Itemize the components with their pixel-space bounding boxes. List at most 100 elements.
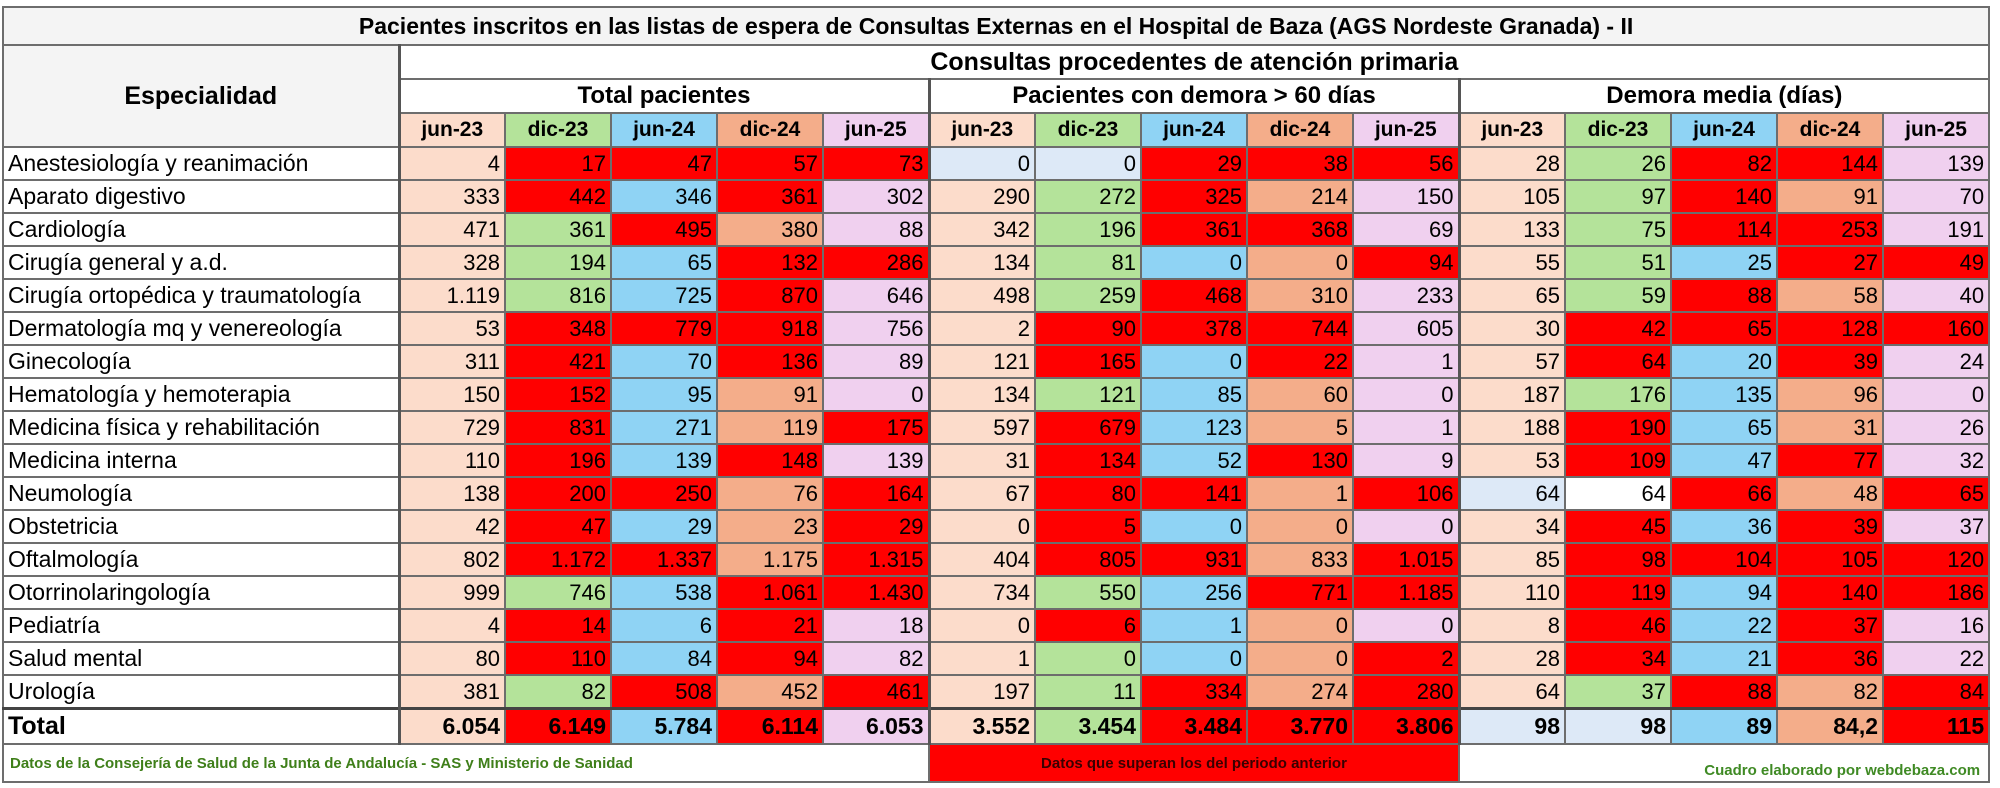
value-cell: 88	[1670, 674, 1778, 710]
value-cell: 22	[1881, 641, 1991, 676]
value-cell: 69	[1352, 212, 1460, 247]
value-cell: 280	[1352, 674, 1460, 710]
value-cell: 45	[1564, 509, 1672, 544]
value-cell: 5	[1034, 509, 1142, 544]
value-cell: 290	[927, 179, 1036, 214]
value-cell: 918	[716, 311, 824, 346]
specialty-name: Salud mental	[2, 641, 400, 676]
value-cell: 110	[504, 641, 612, 676]
value-cell: 94	[1352, 245, 1460, 280]
period-header-dic-23-g2: dic-23	[1034, 112, 1142, 148]
value-cell: 550	[1034, 575, 1142, 610]
value-cell: 744	[1246, 311, 1354, 346]
value-cell: 333	[397, 179, 506, 214]
value-cell: 1.175	[716, 542, 824, 577]
value-cell: 64	[1457, 476, 1566, 511]
table-row: Otorrinolaringología 999 746 538 1.061 1.430 7…	[2, 575, 1991, 610]
value-cell: 42	[397, 509, 506, 544]
value-cell: 1.430	[822, 575, 930, 610]
specialty-header: Especialidad	[2, 44, 400, 148]
value-cell: 53	[1457, 443, 1566, 478]
value-cell: 55	[1457, 245, 1566, 280]
value-cell: 271	[610, 410, 718, 445]
value-cell: 1.315	[822, 542, 930, 577]
value-cell: 119	[716, 410, 824, 445]
value-cell: 378	[1140, 311, 1248, 346]
value-cell: 286	[822, 245, 930, 280]
value-cell: 94	[716, 641, 824, 676]
value-cell: 175	[822, 410, 930, 445]
value-cell: 597	[927, 410, 1036, 445]
value-cell: 91	[716, 377, 824, 412]
value-cell: 381	[397, 674, 506, 710]
value-cell: 29	[822, 509, 930, 544]
value-cell: 346	[610, 179, 718, 214]
value-cell: 150	[397, 377, 506, 412]
value-cell: 1	[1352, 410, 1460, 445]
value-cell: 190	[1564, 410, 1672, 445]
table-row: Anestesiología y reanimación 4 17 47 57 73 0 0 2…	[2, 146, 1991, 181]
value-cell: 2	[927, 311, 1036, 346]
value-cell: 538	[610, 575, 718, 610]
value-cell: 931	[1140, 542, 1248, 577]
value-cell: 51	[1564, 245, 1672, 280]
value-cell: 6	[1034, 608, 1142, 643]
value-cell: 380	[716, 212, 824, 247]
value-cell: 29	[1140, 146, 1248, 181]
value-cell: 495	[610, 212, 718, 247]
value-cell: 135	[1670, 377, 1778, 412]
value-cell: 272	[1034, 179, 1142, 214]
value-cell: 48	[1776, 476, 1884, 511]
period-header-jun-24-g1: jun-24	[610, 112, 718, 148]
period-header-dic-23-g1: dic-23	[504, 112, 612, 148]
value-cell: 0	[927, 509, 1036, 544]
value-cell: 404	[927, 542, 1036, 577]
value-cell: 144	[1776, 146, 1884, 181]
value-cell: 160	[1881, 311, 1991, 346]
value-cell: 57	[716, 146, 824, 181]
value-cell: 302	[822, 179, 930, 214]
specialty-name: Medicina interna	[2, 443, 400, 478]
value-cell: 348	[504, 311, 612, 346]
value-cell: 194	[504, 245, 612, 280]
value-cell: 2	[1352, 641, 1460, 676]
value-cell: 26	[1881, 410, 1991, 445]
value-cell: 121	[927, 344, 1036, 379]
specialty-name: Medicina física y rehabilitación	[2, 410, 400, 445]
value-cell: 746	[504, 575, 612, 610]
value-cell: 274	[1246, 674, 1354, 710]
specialty-name: Aparato digestivo	[2, 179, 400, 214]
value-cell: 67	[927, 476, 1036, 511]
value-cell: 65	[1881, 476, 1991, 511]
period-header-dic-24-g1: dic-24	[716, 112, 824, 148]
value-cell: 140	[1670, 179, 1778, 214]
value-cell: 121	[1034, 377, 1142, 412]
value-cell: 47	[1670, 443, 1778, 478]
value-cell: 132	[716, 245, 824, 280]
value-cell: 0	[1352, 608, 1460, 643]
value-cell: 134	[927, 245, 1036, 280]
table-row: Oftalmología 802 1.172 1.337 1.175 1.315 404 80…	[2, 542, 1991, 577]
value-cell: 109	[1564, 443, 1672, 478]
period-header-jun-23-g1: jun-23	[397, 112, 506, 148]
value-cell: 27	[1776, 245, 1884, 280]
value-cell: 90	[1034, 311, 1142, 346]
specialty-name: Cardiología	[2, 212, 400, 247]
value-cell: 123	[1140, 410, 1248, 445]
value-cell: 64	[1564, 476, 1672, 511]
period-header-jun-25-g3: jun-25	[1881, 112, 1991, 148]
value-cell: 802	[397, 542, 506, 577]
value-cell: 21	[716, 608, 824, 643]
value-cell: 110	[397, 443, 506, 478]
value-cell: 18	[822, 608, 930, 643]
value-cell: 5.784	[610, 707, 718, 745]
value-cell: 133	[1457, 212, 1566, 247]
value-cell: 114	[1670, 212, 1778, 247]
value-cell: 28	[1457, 146, 1566, 181]
value-cell: 96	[1776, 377, 1884, 412]
total-row: Total 6.054 6.149 5.784 6.114 6.053 3.552 3.454…	[2, 707, 1991, 745]
value-cell: 250	[610, 476, 718, 511]
value-cell: 779	[610, 311, 718, 346]
value-cell: 22	[1246, 344, 1354, 379]
value-cell: 47	[504, 509, 612, 544]
